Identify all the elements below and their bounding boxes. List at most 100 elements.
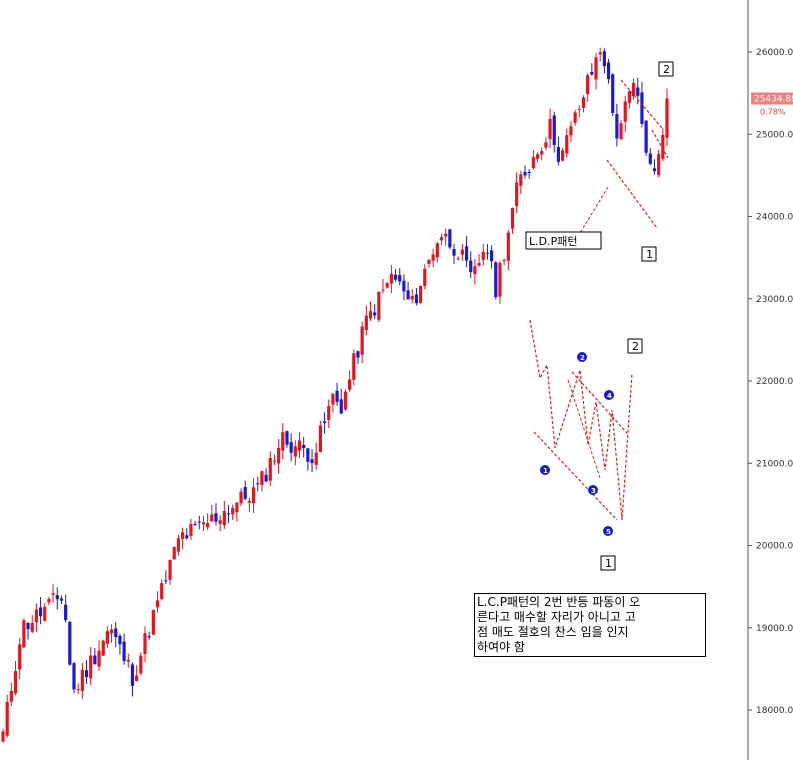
candle-body bbox=[556, 146, 561, 162]
y-tick-label: 23000.00 bbox=[756, 295, 793, 305]
candle-body bbox=[581, 97, 586, 108]
candle-body bbox=[193, 524, 197, 526]
note-line: 른다고 매수할 자리가 아니고 고 bbox=[477, 610, 636, 624]
candle-body bbox=[389, 273, 393, 284]
candle-body bbox=[381, 289, 385, 291]
candle-body bbox=[444, 233, 448, 237]
candle-body bbox=[636, 87, 640, 96]
y-tick-label: 19000.00 bbox=[756, 624, 793, 634]
candle-body bbox=[477, 263, 481, 266]
y-tick-label: 22000.00 bbox=[756, 377, 793, 387]
candle-body bbox=[661, 134, 665, 159]
candle-body bbox=[143, 633, 147, 654]
candle-body bbox=[84, 670, 89, 678]
candle-body bbox=[76, 688, 80, 690]
box-label-1-top-box bbox=[641, 246, 657, 262]
candle-body bbox=[251, 487, 256, 504]
candle-body bbox=[393, 274, 398, 280]
candle-body bbox=[373, 312, 377, 316]
candle-body bbox=[502, 259, 506, 261]
candle-body bbox=[540, 151, 544, 155]
candle-body bbox=[552, 115, 556, 145]
candle-body bbox=[168, 559, 172, 580]
candle-body bbox=[13, 671, 18, 694]
note-box: L.C.P패턴의 2번 반등 파동이 오 른다고 매수할 자리가 아니고 고 점… bbox=[474, 593, 706, 657]
candle-body bbox=[222, 511, 226, 526]
candle-body bbox=[631, 82, 636, 97]
candle-body bbox=[569, 126, 573, 136]
candle-body bbox=[560, 150, 565, 161]
candle-body bbox=[114, 628, 118, 638]
candle-body bbox=[523, 172, 527, 176]
box-label-2-bottom: 2 bbox=[632, 340, 639, 353]
y-tick-label: 18000.00 bbox=[756, 706, 793, 716]
candle-body bbox=[122, 641, 126, 661]
candle-body bbox=[306, 448, 310, 462]
box-label-2-top-box bbox=[658, 61, 674, 77]
candle-body bbox=[431, 254, 435, 261]
candle-body bbox=[30, 623, 34, 632]
wave-marker-2: 2 bbox=[577, 352, 587, 362]
candle-body bbox=[665, 98, 669, 138]
candle-body bbox=[531, 156, 535, 169]
svg-text:1: 1 bbox=[543, 467, 548, 475]
candle-body bbox=[9, 690, 13, 702]
candle-body bbox=[435, 243, 439, 258]
last-price-label: 25434.89 bbox=[754, 94, 793, 104]
candle-body bbox=[377, 291, 381, 320]
candle-body bbox=[385, 283, 389, 288]
candle-body bbox=[260, 471, 264, 485]
candle-body bbox=[118, 635, 122, 645]
candle-body bbox=[160, 583, 164, 600]
candle-body bbox=[55, 595, 59, 600]
candle-body bbox=[310, 459, 314, 464]
candle-body bbox=[297, 440, 302, 451]
candle-body bbox=[89, 655, 93, 679]
candle-body bbox=[206, 523, 210, 528]
candle-body bbox=[272, 460, 277, 462]
candle-body bbox=[38, 607, 43, 617]
candle-body bbox=[356, 351, 360, 358]
candle-body bbox=[657, 154, 661, 176]
candle-body bbox=[410, 296, 414, 300]
candle-body bbox=[314, 452, 318, 465]
candle-body bbox=[423, 268, 427, 286]
candle-body bbox=[277, 447, 281, 464]
ldp-label: L.D.P패턴 bbox=[529, 235, 577, 248]
candle-body bbox=[485, 252, 490, 254]
y-tick-label: 26000.00 bbox=[756, 48, 793, 58]
candle-body bbox=[414, 294, 419, 304]
candle-body bbox=[201, 522, 206, 525]
candle-body bbox=[93, 655, 97, 665]
candle-body bbox=[176, 538, 180, 552]
candle-body bbox=[510, 208, 515, 229]
candle-body bbox=[285, 431, 289, 445]
candle-body bbox=[180, 532, 185, 539]
svg-text:2: 2 bbox=[580, 354, 585, 362]
candle-body bbox=[619, 123, 623, 139]
svg-text:4: 4 bbox=[607, 392, 612, 400]
candle-body bbox=[151, 609, 155, 635]
candle-body bbox=[548, 118, 552, 139]
candle-body bbox=[101, 640, 105, 656]
candle-body bbox=[235, 502, 239, 513]
candle-body bbox=[498, 262, 502, 297]
candle-body bbox=[68, 621, 72, 665]
note-line: 점 매도 절호의 찬스 임을 인지 bbox=[477, 625, 629, 639]
candle-body bbox=[490, 250, 494, 262]
candle-body bbox=[348, 379, 352, 390]
upper-pattern: L.D.P패턴 1 2 bbox=[525, 61, 674, 262]
candle-body bbox=[527, 171, 531, 173]
candle-body bbox=[494, 262, 498, 298]
box-label-1-bottom-box bbox=[600, 555, 616, 571]
candle-body bbox=[460, 249, 464, 255]
lcp-extra-line bbox=[567, 379, 601, 479]
candle-body bbox=[322, 421, 327, 423]
wave-marker-4: 4 bbox=[604, 390, 614, 400]
svg-text:3: 3 bbox=[591, 487, 596, 495]
candle-body bbox=[352, 353, 356, 380]
candle-body bbox=[26, 622, 30, 630]
change-pct-label: 0.78% bbox=[760, 107, 786, 116]
candle-body bbox=[360, 326, 364, 355]
